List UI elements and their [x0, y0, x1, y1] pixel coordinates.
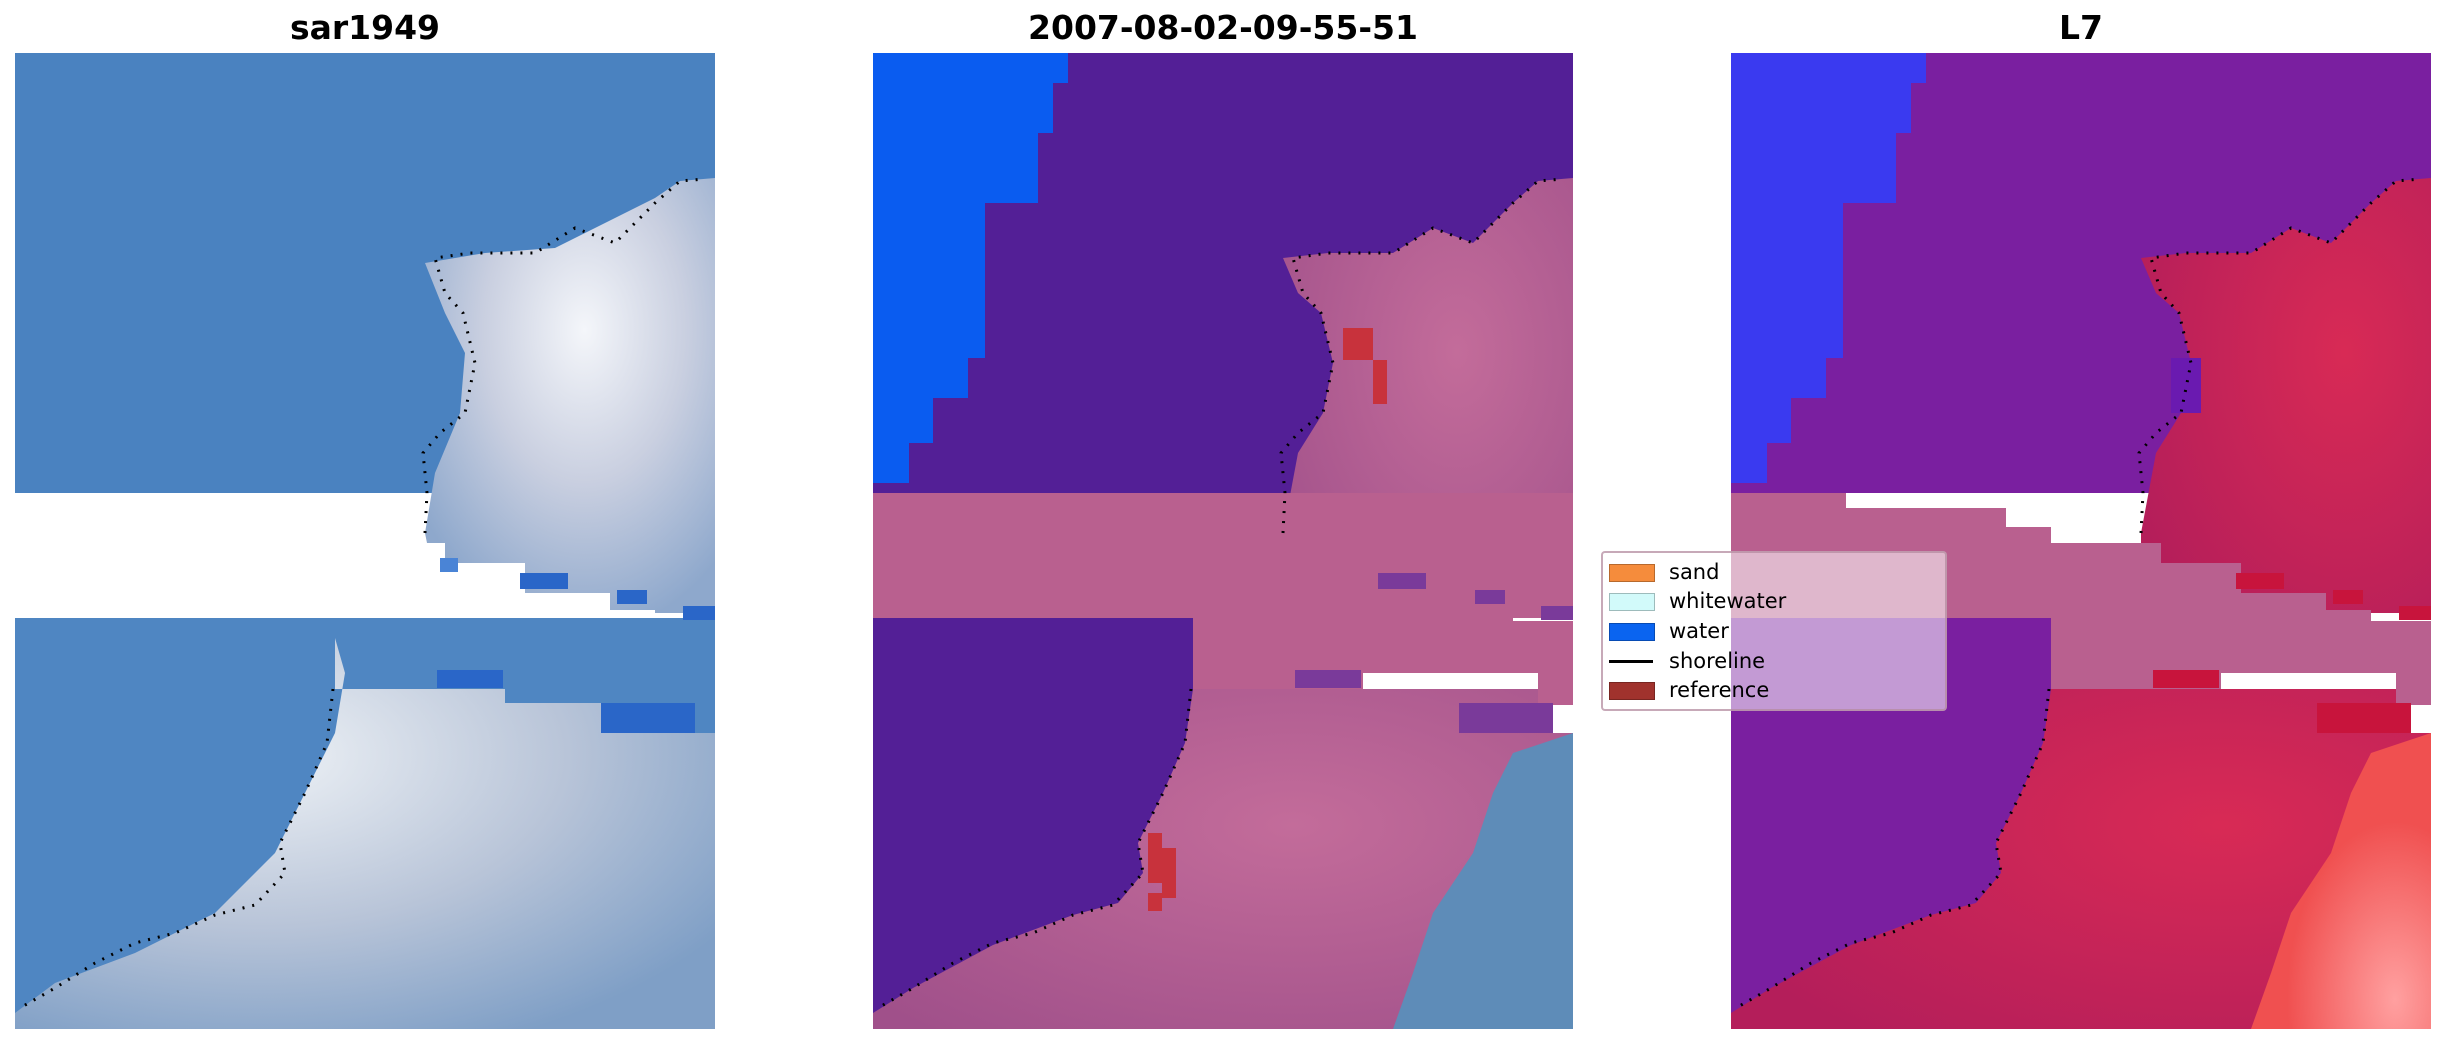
water-patch [601, 703, 695, 733]
land-l7-patch [2153, 670, 2219, 688]
legend-item-water: water [1603, 618, 1945, 644]
open-water-class [873, 53, 1068, 483]
land-l7-patch [2333, 590, 2363, 604]
surf-zone-top [425, 178, 715, 613]
sea-class-patch [1475, 590, 1505, 604]
reference-patch [1373, 360, 1387, 404]
sea-l7-inner-patch [2171, 358, 2201, 413]
water-patch [520, 573, 568, 589]
water-patch [437, 670, 503, 688]
land-class-bottom [873, 689, 1573, 1029]
water-class-corner [1393, 733, 1573, 1029]
water-patch [617, 590, 647, 604]
reference-patch [1343, 328, 1373, 360]
reference-patch [1148, 893, 1162, 911]
nodata-band [873, 493, 1573, 705]
legend-swatch-reference [1609, 682, 1655, 700]
l7-panel [1731, 53, 2431, 1029]
land-l7-top [2141, 178, 2431, 613]
sea-class-patch [1378, 573, 1426, 589]
legend-swatch-whitewater [1609, 593, 1655, 611]
legend-item-sand: sand [1603, 559, 1945, 585]
legend-label-whitewater: whitewater [1669, 589, 1787, 613]
legend-line-shoreline [1609, 660, 1653, 663]
legend-label-sand: sand [1669, 560, 1720, 584]
land-l7-bottom [1731, 689, 2431, 1029]
nodata-band [1731, 493, 2431, 705]
reference-patch [1148, 833, 1162, 883]
rgb-image-panel [15, 53, 715, 1029]
legend: sand whitewater water shoreline referenc… [1601, 551, 1947, 711]
legend-label-shoreline: shoreline [1669, 649, 1766, 673]
legend-item-reference: reference [1603, 677, 1945, 703]
legend-item-whitewater: whitewater [1603, 588, 1945, 614]
classification-panel [873, 53, 1573, 1029]
legend-label-reference: reference [1669, 678, 1770, 702]
legend-label-water: water [1669, 619, 1729, 643]
sea-class-patch [1541, 606, 1573, 620]
sea-class-patch [1459, 703, 1553, 733]
open-water-l7 [1731, 53, 1926, 483]
reference-patch [1162, 848, 1176, 898]
sea-class-patch [1295, 670, 1361, 688]
surf-zone-bottom [15, 638, 715, 1029]
legend-swatch-water [1609, 623, 1655, 641]
water-patch [683, 606, 715, 620]
bright-l7-corner [2251, 733, 2431, 1029]
panel-title-classification: 2007-08-02-09-55-51 [1028, 8, 1418, 47]
land-l7-patch [2317, 703, 2411, 733]
land-l7-patch [2236, 573, 2284, 589]
panel-title-rgb: sar1949 [289, 8, 441, 47]
land-l7-patch [2399, 606, 2431, 620]
legend-swatch-sand [1609, 564, 1655, 582]
water-patch [440, 558, 458, 572]
legend-item-shoreline: shoreline [1603, 648, 1945, 674]
panel-title-l7: L7 [2059, 8, 2103, 47]
